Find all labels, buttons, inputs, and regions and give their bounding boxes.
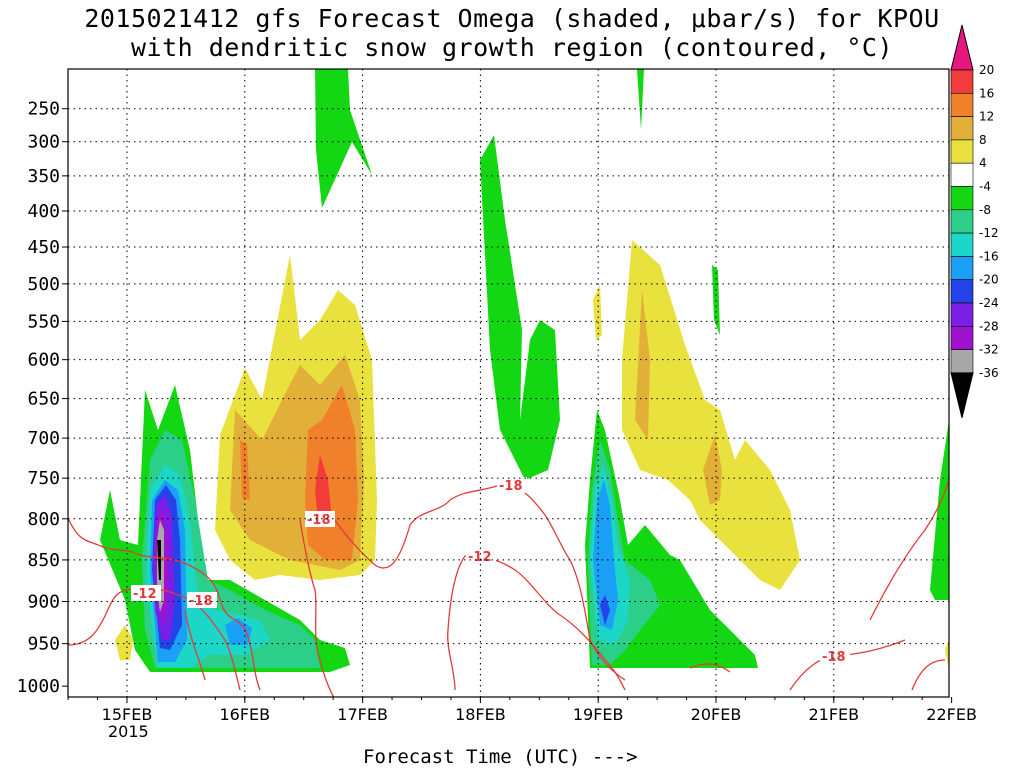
x-tick-label: 17FEB bbox=[337, 705, 388, 724]
contour-label: -12 bbox=[133, 587, 157, 602]
colorbar-label: -8 bbox=[979, 203, 991, 217]
colorbar-label: -4 bbox=[979, 180, 991, 194]
colorbar-swatch bbox=[950, 69, 974, 94]
x-tick-label: 20FEB bbox=[691, 705, 742, 724]
colorbar-swatch bbox=[950, 279, 974, 304]
omega-region bbox=[593, 480, 618, 630]
colorbar-swatch bbox=[950, 93, 974, 117]
colorbar-swatch bbox=[950, 256, 974, 280]
colorbar-swatch bbox=[950, 139, 974, 164]
colorbar-swatch bbox=[950, 232, 974, 257]
colorbar-label: -12 bbox=[979, 226, 999, 240]
y-tick-label: 900 bbox=[27, 592, 60, 613]
omega-shading bbox=[100, 69, 949, 672]
colorbar-label: 8 bbox=[979, 133, 987, 147]
temperature-contours bbox=[68, 479, 949, 697]
x-axis-label: Forecast Time (UTC) ---> bbox=[363, 746, 638, 768]
x-axis: 15FEB 16FEB 17FEB 18FEB 19FEB 20FEB 21FEB 22FEB bbox=[67, 697, 977, 724]
contour-line bbox=[499, 484, 626, 681]
contour-label: -12 bbox=[468, 550, 492, 565]
plot-frame bbox=[67, 68, 950, 698]
omega-region bbox=[315, 455, 332, 520]
colorbar-label: -24 bbox=[979, 296, 999, 310]
omega-region bbox=[593, 285, 602, 340]
omega-region bbox=[480, 135, 560, 480]
y-tick-label: 450 bbox=[27, 237, 60, 258]
x-tick-label: 22FEB bbox=[926, 705, 977, 724]
grid bbox=[68, 69, 949, 697]
x-tick-label: 19FEB bbox=[573, 705, 624, 724]
colorbar-label: 4 bbox=[979, 156, 987, 170]
colorbar-label: -36 bbox=[979, 366, 999, 380]
colorbar-label: -20 bbox=[979, 273, 999, 287]
colorbar-label: -32 bbox=[979, 343, 999, 357]
colorbar-swatch bbox=[950, 116, 974, 141]
omega-region bbox=[930, 420, 949, 600]
contour-line bbox=[689, 663, 731, 673]
colorbar-label: 16 bbox=[979, 86, 994, 100]
chart-subtitle: with dendritic snow growth region (conto… bbox=[130, 33, 893, 62]
omega-region bbox=[600, 595, 610, 625]
y-tick-label: 300 bbox=[27, 132, 60, 153]
y-tick-label: 700 bbox=[27, 428, 60, 449]
omega-region bbox=[622, 240, 800, 590]
y-tick-label: 600 bbox=[27, 350, 60, 371]
colorbar-label: -28 bbox=[979, 319, 999, 333]
y-tick-label: 850 bbox=[27, 550, 60, 571]
y-tick-label: 550 bbox=[27, 311, 60, 332]
omega-region bbox=[637, 69, 644, 130]
omega-region bbox=[115, 625, 133, 660]
y-tick-label: 950 bbox=[27, 634, 60, 655]
omega-region bbox=[315, 69, 372, 208]
omega-region bbox=[945, 640, 949, 670]
colorbar-label: -16 bbox=[979, 249, 999, 263]
y-tick-label: 350 bbox=[27, 166, 60, 187]
x-tick-label: 18FEB bbox=[455, 705, 506, 724]
y-tick-label: 400 bbox=[27, 201, 60, 222]
colorbar-label: 12 bbox=[979, 110, 994, 124]
contour-line bbox=[789, 639, 906, 691]
omega-region bbox=[703, 435, 722, 505]
colorbar-triangle-bottom bbox=[950, 372, 974, 419]
chart-title: 2015021412 gfs Forecast Omega (shaded, μ… bbox=[84, 4, 940, 33]
colorbar-swatch bbox=[950, 302, 974, 327]
y-tick-label: 750 bbox=[27, 468, 60, 489]
x-tick-label: 21FEB bbox=[808, 705, 859, 724]
year-label: 2015 bbox=[108, 722, 149, 741]
y-tick-label: 500 bbox=[27, 274, 60, 295]
omega-region bbox=[157, 540, 161, 580]
colorbar-swatch bbox=[950, 162, 974, 187]
colorbar: 20 16 12 8 4 -4 -8 -12 -16 -20 -24 -28 -32 -36 bbox=[950, 24, 999, 419]
colorbar-swatch bbox=[950, 186, 974, 211]
contour-line bbox=[911, 659, 946, 691]
y-tick-label: 650 bbox=[27, 389, 60, 410]
contour-line bbox=[464, 554, 626, 691]
omega-region bbox=[240, 440, 250, 500]
y-axis: 250 300 350 400 450 500 550 600 650 700 750 800 850 9… bbox=[17, 99, 68, 697]
colorbar-triangle-top bbox=[950, 24, 974, 71]
contour-label: -18 bbox=[307, 513, 331, 528]
contour-line bbox=[184, 609, 206, 681]
colorbar-swatch bbox=[950, 325, 974, 350]
colorbar-swatch bbox=[950, 209, 974, 234]
contour-line bbox=[299, 519, 335, 697]
colorbar-label: 20 bbox=[979, 63, 994, 77]
y-tick-label: 800 bbox=[27, 509, 60, 530]
omega-region bbox=[635, 290, 650, 440]
contour-label: -18 bbox=[499, 479, 523, 494]
x-tick-label: 16FEB bbox=[219, 705, 270, 724]
y-tick-label: 1000 bbox=[17, 676, 60, 697]
contour-line bbox=[447, 555, 466, 691]
x-tick-label: 15FEB bbox=[102, 705, 153, 724]
contour-line bbox=[869, 479, 949, 621]
colorbar-swatch bbox=[950, 349, 974, 374]
y-tick-label: 250 bbox=[27, 99, 60, 120]
contour-line bbox=[68, 517, 261, 691]
